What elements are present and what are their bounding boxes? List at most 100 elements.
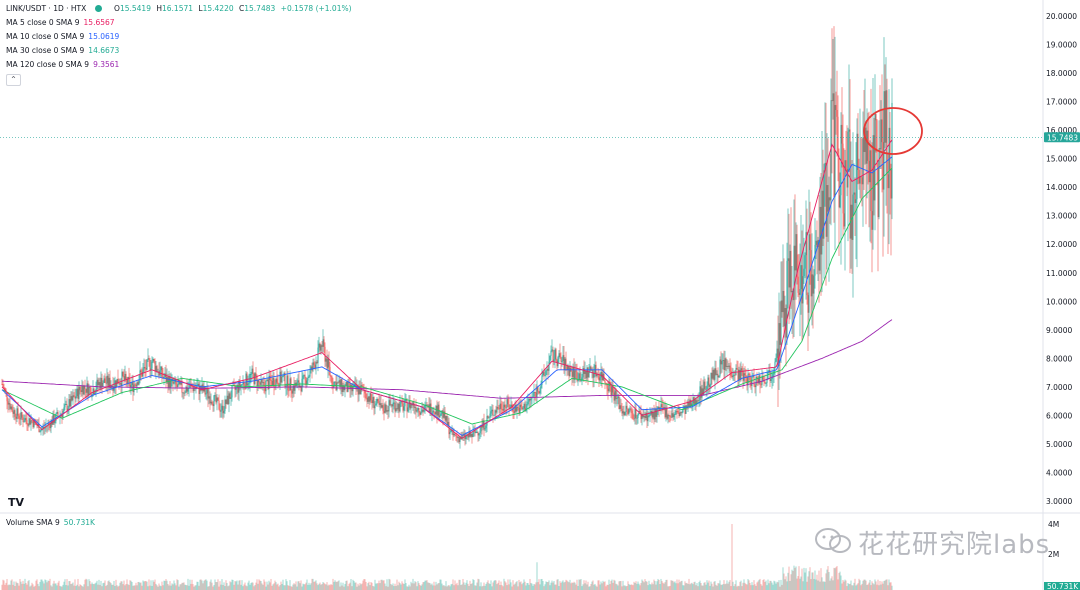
candle-body [843, 213, 845, 227]
candle-body [167, 377, 169, 388]
candle-body [800, 265, 802, 289]
symbol-title[interactable]: LINK/USDT · 1D · HTX [6, 4, 87, 13]
candle-body [482, 420, 484, 428]
candle-body [453, 433, 455, 436]
candle-body [350, 384, 352, 390]
candle-body [171, 378, 173, 380]
candle-body [875, 114, 877, 121]
candle-body [395, 408, 397, 412]
volume-bar [447, 585, 449, 590]
volume-bar [639, 585, 641, 590]
volume-bar [752, 585, 754, 590]
candle-body [792, 291, 794, 301]
candle-body [108, 377, 110, 386]
volume-bar [769, 580, 771, 590]
volume-bar [534, 584, 536, 590]
open-label: O [114, 4, 120, 13]
volume-bar [372, 585, 374, 590]
candle-body [567, 365, 569, 371]
volume-bar [737, 585, 739, 590]
volume-bar [772, 584, 774, 590]
candle-body [264, 386, 266, 392]
candle-body [10, 406, 12, 409]
volume-bar [78, 586, 80, 590]
volume-bar [760, 584, 762, 590]
volume-bar [398, 581, 400, 590]
candle-body [352, 386, 354, 392]
volume-bar [855, 585, 857, 590]
volume-legend[interactable]: Volume SMA 9 50.731K [6, 518, 95, 527]
volume-bar [528, 584, 530, 590]
candle-body [537, 386, 539, 392]
volume-bar [29, 586, 31, 590]
candle-body [469, 431, 471, 437]
volume-bar [565, 579, 567, 590]
candle-body [568, 365, 570, 377]
candle-body [31, 420, 33, 422]
volume-bar [563, 582, 565, 590]
indicator-ma120[interactable]: MA 120 close 0 SMA 9 9.3561 [6, 58, 355, 72]
candle-body [360, 385, 362, 395]
indicator-ma5[interactable]: MA 5 close 0 SMA 9 15.6567 [6, 16, 355, 30]
volume-bar [194, 585, 196, 590]
volume-bar [293, 583, 295, 590]
candle-body [687, 401, 689, 409]
volume-bar [2, 579, 4, 590]
indicator-ma10[interactable]: MA 10 close 0 SMA 9 15.0619 [6, 30, 355, 44]
volume-bar [797, 576, 799, 590]
candle-body [173, 382, 175, 384]
volume-bar [239, 580, 241, 590]
candle-body [764, 381, 766, 384]
volume-bar [547, 582, 549, 590]
volume-bar [506, 585, 508, 590]
candle-body [725, 358, 727, 367]
volume-bar [396, 579, 398, 590]
volume-bar [77, 578, 79, 590]
volume-bar [660, 578, 662, 590]
volume-bar [523, 579, 525, 590]
volume-bar [108, 580, 110, 590]
volume-bar [158, 583, 160, 590]
candle-body [613, 392, 615, 401]
volume-bar [212, 586, 214, 590]
candle-body [259, 382, 261, 385]
candle-body [793, 245, 795, 301]
volume-bar [309, 584, 311, 590]
volume-bar [459, 579, 461, 590]
volume-bar [438, 583, 440, 590]
volume-bar [244, 582, 246, 590]
volume-bar [254, 585, 256, 590]
volume-bar [532, 585, 534, 590]
volume-bar [59, 585, 61, 590]
candle-body [805, 232, 807, 256]
candle-body [835, 105, 837, 110]
candle-body [205, 393, 207, 395]
candle-body [40, 429, 42, 432]
candle-body [71, 396, 73, 401]
candle-body [86, 383, 88, 393]
candle-body [754, 385, 756, 388]
indicator-ma30[interactable]: MA 30 close 0 SMA 9 14.6673 [6, 44, 355, 58]
tradingview-logo-icon[interactable]: TV [8, 496, 25, 509]
volume-bar [725, 583, 727, 590]
chevron-up-icon[interactable]: ⌃ [6, 74, 21, 86]
volume-bar [509, 579, 511, 590]
candle-body [670, 416, 672, 418]
candle-body [834, 105, 836, 198]
candle-body [284, 373, 286, 388]
candle-body [777, 348, 779, 367]
volume-bar [526, 583, 528, 590]
candle-body [428, 404, 430, 413]
volume-bar [877, 579, 879, 590]
volume-bar [881, 581, 883, 590]
volume-bar [51, 586, 53, 590]
volume-bar [406, 586, 408, 590]
volume-bar [250, 582, 252, 590]
candle-body [881, 119, 883, 143]
volume-bar [887, 585, 889, 590]
volume-bar [697, 586, 699, 590]
volume-bar [56, 585, 58, 590]
volume-bar [279, 585, 281, 590]
candle-body [755, 376, 757, 388]
